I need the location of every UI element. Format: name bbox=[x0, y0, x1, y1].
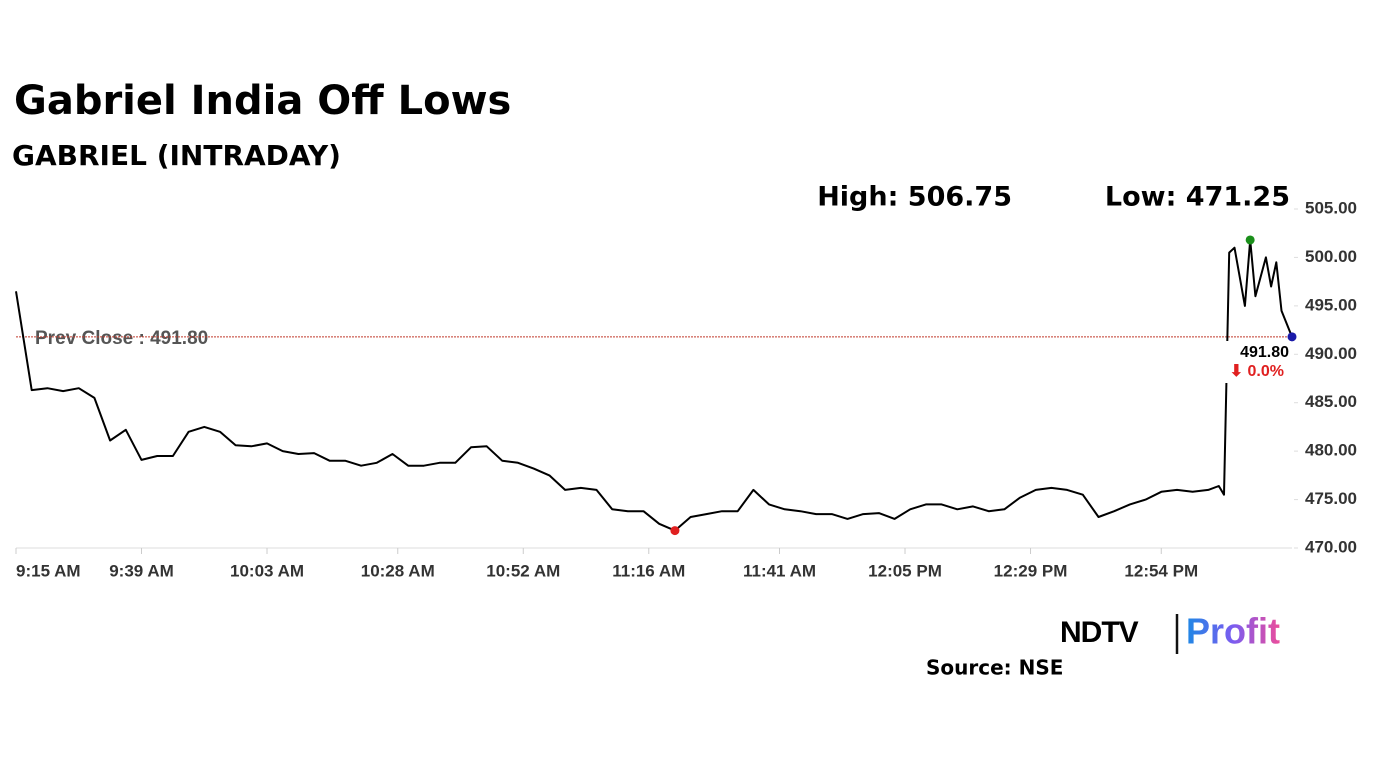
low-marker bbox=[670, 526, 680, 536]
x-tick-label: 12:54 PM bbox=[1124, 561, 1198, 580]
x-tick-label: 10:03 AM bbox=[230, 561, 304, 580]
last-marker bbox=[1287, 332, 1297, 342]
x-tick-label: 11:16 AM bbox=[612, 561, 685, 580]
prev-close-label: Prev Close : 491.80 bbox=[35, 328, 208, 349]
y-tick-label: 500.00 bbox=[1305, 247, 1357, 266]
y-tick-label: 475.00 bbox=[1305, 489, 1357, 508]
y-tick-label: 480.00 bbox=[1305, 441, 1357, 460]
x-tick-label: 10:52 AM bbox=[486, 561, 560, 580]
plot-area: 470.00 475.00 480.00 485.00 490.00 495.00 500.… bbox=[15, 198, 1357, 580]
last-price-box bbox=[1223, 341, 1291, 383]
x-tick-label: 9:39 AM bbox=[109, 561, 174, 580]
x-tick-label: 12:29 PM bbox=[994, 561, 1068, 580]
x-tick-label: 10:28 AM bbox=[361, 561, 435, 580]
y-tick-label: 485.00 bbox=[1305, 392, 1357, 411]
x-tick-label: 12:05 PM bbox=[868, 561, 942, 580]
x-tick-label: 11:41 AM bbox=[743, 561, 816, 580]
high-label: High: 506.75 bbox=[817, 182, 1012, 213]
logo-profit: Profit bbox=[1186, 611, 1280, 652]
x-tick-label: 9:15 AM bbox=[16, 561, 81, 580]
change-label: ⬇ 0.0% bbox=[1230, 363, 1284, 380]
y-tick-label: 495.00 bbox=[1305, 295, 1357, 314]
logo-ndtv: NDTV bbox=[1060, 616, 1139, 649]
low-label: Low: 471.25 bbox=[1105, 182, 1290, 213]
chart-subtitle: GABRIEL (INTRADAY) bbox=[12, 139, 341, 172]
chart-title: Gabriel India Off Lows bbox=[14, 78, 511, 124]
source: Source: NSE bbox=[926, 656, 1063, 680]
y-tick-label: 505.00 bbox=[1305, 198, 1357, 217]
last-price-label: 491.80 bbox=[1240, 344, 1289, 361]
high-marker bbox=[1245, 235, 1255, 245]
y-tick-label: 470.00 bbox=[1305, 537, 1357, 556]
price-line bbox=[15, 239, 1293, 532]
y-tick-label: 490.00 bbox=[1305, 344, 1357, 363]
